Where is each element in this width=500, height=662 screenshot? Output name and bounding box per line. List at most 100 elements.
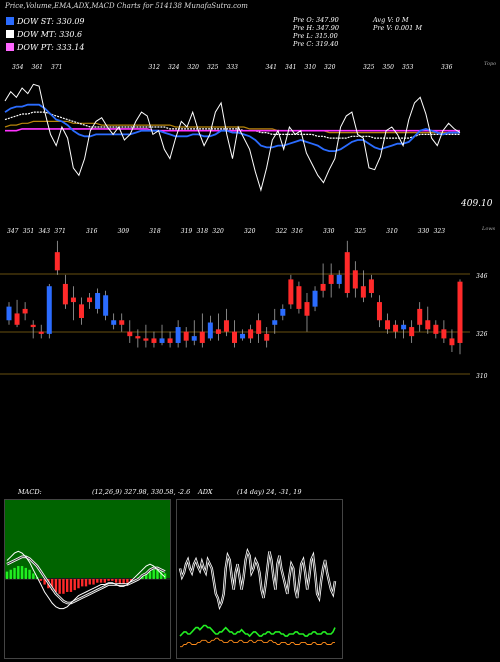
series-line-ema-long <box>5 128 460 132</box>
candle-body <box>376 302 382 321</box>
candle-body <box>264 333 270 341</box>
macd-histogram-bar <box>141 575 144 579</box>
top-label-candle-27: 323 <box>434 228 446 235</box>
macd-histogram-bar <box>84 579 88 587</box>
candle-body <box>62 283 68 305</box>
top-label-ema-18: 325 <box>363 64 375 71</box>
macd-histogram-bar <box>39 579 43 581</box>
top-label-candle-0: 347 <box>7 228 19 235</box>
macd-histogram-bar <box>54 579 58 592</box>
candle-body <box>328 274 334 284</box>
ohlc-close: Pre C: 319.40 <box>293 40 339 48</box>
adx-line-halo <box>178 547 337 611</box>
macd-signal-line <box>6 556 166 604</box>
candle-body <box>151 338 157 343</box>
candle-body <box>87 297 93 303</box>
macd-histogram-bar <box>9 569 12 579</box>
adx-label: ADX <box>198 488 213 496</box>
top-label-ema-22: 336 <box>441 64 453 71</box>
candle-body <box>304 302 310 316</box>
top-label-ema-13: 341 <box>266 64 277 71</box>
top-label-ema-1: 361 <box>32 64 43 71</box>
candle-body <box>401 324 407 330</box>
candle-body <box>191 336 197 341</box>
macd-histogram-bar <box>156 569 159 579</box>
series-line-ema-mid <box>4 111 460 139</box>
macd-histogram-bar <box>28 569 31 579</box>
top-label-ema-11: 333 <box>227 64 239 71</box>
candle-body <box>425 320 431 330</box>
candle-body <box>441 329 447 339</box>
top-label-ema-15: 310 <box>305 64 317 71</box>
top-label-ema-14: 341 <box>285 64 296 71</box>
right-label-ema: Topo <box>484 61 496 67</box>
candle-body <box>14 313 20 325</box>
top-label-candle-11: 319 <box>181 228 193 235</box>
candle-body <box>280 308 286 316</box>
ohlc-open: Pre O: 347.90 <box>293 16 339 24</box>
legend-dow-st: DOW ST: 330.09 <box>6 17 85 26</box>
adx-panel <box>176 499 343 659</box>
top-label-candle-22: 325 <box>355 228 367 235</box>
macd-histogram-bar <box>103 579 107 583</box>
candle-body <box>199 331 205 343</box>
top-label-ema-0: 354 <box>12 64 24 71</box>
top-label-ema-10: 325 <box>207 64 219 71</box>
legend-swatch-st <box>6 17 14 25</box>
candle-body <box>360 286 366 298</box>
macd-histogram-bar <box>81 579 84 587</box>
last-price-label: 409.10 <box>460 199 493 209</box>
macd-histogram-bar <box>148 571 152 579</box>
candle-body <box>183 331 189 341</box>
macd-histogram-bar <box>129 579 133 581</box>
candle-body <box>433 324 439 334</box>
chart-title: Price,Volume,EMA,ADX,MACD Charts for 514… <box>5 2 248 10</box>
macd-histogram-bar <box>73 579 76 591</box>
candle-body <box>344 252 350 294</box>
top-label-candle-2: 343 <box>39 228 51 235</box>
macd-histogram-bar <box>122 579 125 585</box>
candle-body <box>143 338 149 341</box>
candle-body <box>70 297 76 303</box>
top-label-ema-20: 353 <box>402 64 414 71</box>
candle-body <box>352 270 358 289</box>
macd-histogram-bar <box>144 573 148 579</box>
macd-histogram-bar <box>13 567 16 579</box>
candle-body <box>336 274 342 284</box>
macd-histogram-bar <box>99 579 103 583</box>
candle-body <box>30 324 36 328</box>
macd-histogram-bar <box>77 579 80 589</box>
candle-body <box>409 327 415 337</box>
plus-di-line <box>179 624 336 638</box>
candle-body <box>312 290 318 307</box>
macd-histogram-bar <box>24 567 28 579</box>
adx-line <box>179 550 336 608</box>
macd-histogram-bar <box>92 579 95 585</box>
candle-body <box>256 320 262 334</box>
top-label-ema-16: 320 <box>324 64 336 71</box>
adx-chart <box>178 547 337 648</box>
macd-histogram-bar <box>69 579 73 592</box>
candle-body <box>78 304 84 318</box>
macd-histogram-bar <box>5 571 9 579</box>
legend-dow-mt: DOW MT: 330.6 <box>6 30 82 39</box>
candle-body <box>167 338 173 343</box>
candle-body <box>6 306 12 321</box>
ohlc-avg-volume: Avg V: 0 M <box>373 16 409 24</box>
top-label-candle-24: 310 <box>386 228 398 235</box>
candle-body <box>46 286 52 334</box>
candle-body <box>320 283 326 291</box>
top-label-candle-15: 320 <box>244 228 256 235</box>
macd-histogram-bar <box>20 566 24 579</box>
legend-label-pt: DOW PT: 333.14 <box>17 43 85 52</box>
legend-swatch-mt <box>6 30 14 38</box>
macd-histogram-bar <box>118 579 122 585</box>
candle-body <box>296 286 302 309</box>
right-label-candle: Lows <box>481 226 496 232</box>
top-label-ema-2: 371 <box>51 64 62 71</box>
candle-body <box>449 338 455 346</box>
macd-histogram-bar <box>58 579 61 594</box>
macd-line <box>6 550 166 610</box>
macd-label: MACD: <box>18 488 42 496</box>
top-label-candle-3: 371 <box>54 228 65 235</box>
